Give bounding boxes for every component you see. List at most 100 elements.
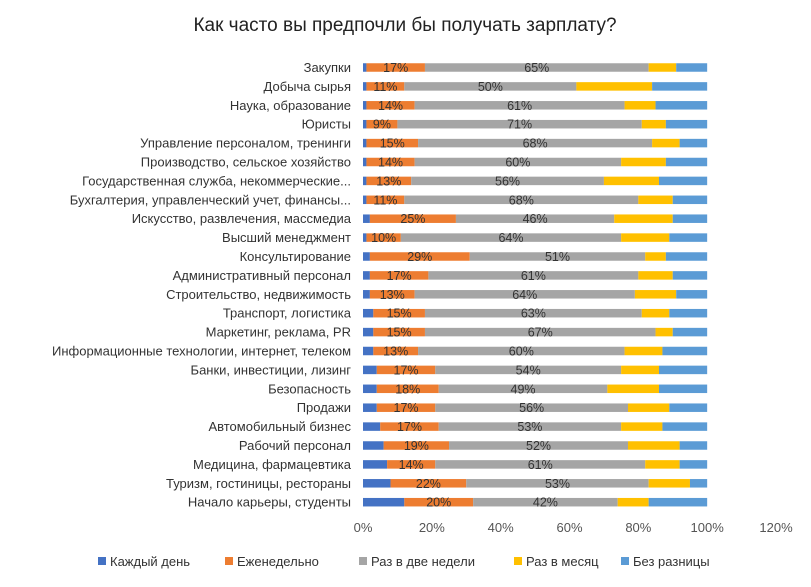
bar-segment (404, 82, 577, 91)
bar-segment (652, 82, 708, 91)
category-label: Юристы (302, 117, 351, 132)
bar-segment (645, 252, 666, 261)
legend-swatch (359, 557, 367, 565)
category-label: Рабочий персонал (239, 438, 351, 453)
legend-swatch (621, 557, 629, 565)
bar-segment (366, 119, 398, 129)
bar-segment (380, 422, 439, 431)
bar-segment (449, 441, 629, 450)
legend-label: Еженедельно (237, 554, 319, 569)
data-label: 17% (397, 420, 422, 434)
bar-segment (648, 479, 690, 488)
bar-segment (621, 157, 666, 167)
bar-segment (641, 308, 670, 318)
bar-segment (363, 157, 367, 167)
bar-segment (366, 138, 419, 148)
bar-segment (363, 252, 370, 261)
data-label: 50% (478, 80, 503, 94)
bar-segment (363, 365, 377, 375)
bar-segment (363, 63, 367, 72)
bar-segment (665, 157, 708, 167)
bar-segment (614, 214, 673, 223)
bar-segment (669, 308, 708, 318)
data-labels: 17% 65% 11% 50% 14% 61% 9% 71% 15% 68% 14% 60% 13% 56… (371, 61, 570, 510)
bar-segment (455, 214, 615, 223)
data-label: 56% (495, 174, 520, 188)
data-label: 60% (509, 345, 534, 359)
bar-segment (366, 176, 412, 186)
data-label: 53% (517, 420, 542, 434)
bar-segment (366, 233, 401, 242)
data-label: 49% (511, 382, 536, 396)
bar-segment (376, 365, 436, 375)
bar-segment (621, 233, 670, 242)
bar-segment (638, 271, 673, 280)
data-label: 9% (373, 118, 391, 132)
data-label: 63% (521, 307, 546, 321)
bar-segment (669, 403, 708, 412)
bar-segment (373, 308, 425, 318)
data-label: 64% (498, 231, 523, 245)
bar-segment (363, 346, 374, 356)
category-label: Добыча сырья (264, 79, 351, 94)
bar-segment (383, 441, 450, 450)
bar-segment (438, 422, 622, 431)
bar-segment (363, 214, 370, 223)
data-label: 18% (395, 382, 420, 396)
bar-segment (363, 384, 377, 394)
data-label: 52% (526, 439, 551, 453)
bar-segment (363, 327, 374, 337)
bar-segment (369, 252, 470, 261)
data-label: 14% (378, 99, 403, 113)
category-label: Производство, сельское хозяйство (141, 155, 351, 170)
bar-segment (363, 233, 367, 242)
category-label: Банки, инвестиции, лизинг (191, 362, 352, 377)
bar-segment (363, 82, 367, 91)
bar-segment (366, 63, 425, 72)
bar-segment (366, 82, 405, 91)
data-label: 19% (404, 439, 429, 453)
bar-segment (576, 82, 653, 91)
data-label: 42% (533, 496, 558, 510)
bar-segment (363, 176, 367, 186)
bar-segment (390, 479, 467, 488)
bar-segment (679, 460, 708, 469)
bar-segment (473, 497, 618, 507)
category-label: Искусство, развлечения, массмедиа (132, 211, 352, 226)
bar-segment (400, 233, 622, 242)
bar-segment (669, 233, 708, 242)
category-label: Транспорт, логистика (223, 306, 352, 321)
data-label: 20% (426, 496, 451, 510)
bar-segment (397, 119, 642, 129)
bar-segment (672, 214, 708, 223)
bar-segment (645, 460, 680, 469)
bar-segment (376, 384, 439, 394)
bar-segment (373, 327, 425, 337)
bar-segment (676, 63, 708, 72)
bar-segment (363, 119, 367, 129)
data-label: 15% (387, 307, 412, 321)
bar-segment (628, 441, 680, 450)
bar-segment (366, 101, 415, 110)
data-label: 17% (394, 401, 419, 415)
bar-segment (435, 460, 646, 469)
bar-segment (418, 138, 653, 148)
chart-title: Как часто вы предпочли бы получать зарпл… (193, 15, 616, 36)
bar-segment (648, 63, 677, 72)
bar-segment (679, 138, 708, 148)
bar-segment (366, 195, 405, 205)
bar-segment (363, 138, 367, 148)
bar-segment (369, 271, 429, 280)
x-axis-ticks: 0% 20% 40% 60% 80% 100% 120% (354, 520, 793, 535)
data-label: 61% (507, 99, 532, 113)
category-label: Маркетинг, реклама, PR (206, 325, 351, 340)
x-tick-label: 120% (759, 520, 793, 535)
data-label: 22% (416, 477, 441, 491)
bar-segment (672, 271, 708, 280)
bar-segment (676, 290, 708, 299)
category-label: Безопасность (268, 381, 351, 396)
bar-segment (662, 422, 708, 431)
data-label: 53% (545, 477, 570, 491)
bar-segment (363, 460, 388, 469)
legend-swatch (225, 557, 233, 565)
